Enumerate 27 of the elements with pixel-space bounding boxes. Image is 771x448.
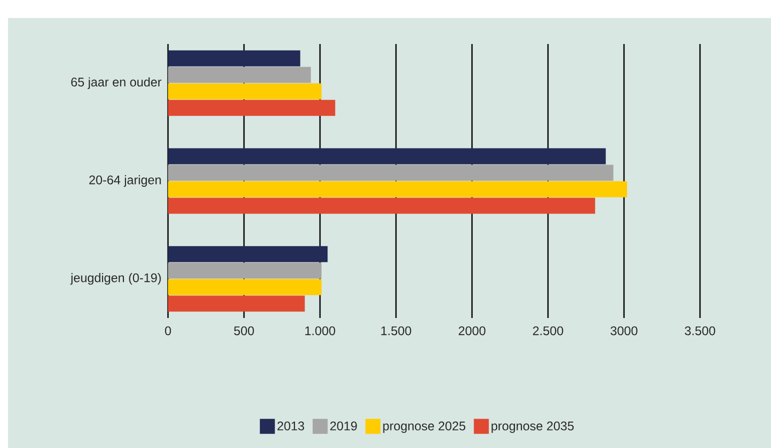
bar — [168, 279, 322, 296]
bar — [168, 164, 614, 181]
y-tick-label: 20-64 jarigen — [89, 175, 161, 187]
y-tick-label: 65 jaar en ouder — [71, 77, 162, 89]
bar — [168, 181, 628, 198]
x-tick-label: 0 — [165, 326, 171, 336]
bar — [168, 148, 606, 164]
x-tick-label: 3000 — [610, 326, 638, 336]
bar — [168, 83, 322, 100]
x-tick-label: 2000 — [458, 326, 486, 336]
bar — [168, 246, 328, 262]
x-tick-label: 500 — [234, 326, 254, 336]
bar — [168, 100, 336, 116]
x-tick-label: 3.500 — [684, 326, 716, 336]
x-tick-label: 1.000 — [305, 326, 336, 336]
legend-label: 2019 — [330, 422, 357, 430]
bar — [168, 262, 322, 279]
legend-label: prognose 2035 — [492, 422, 574, 433]
legend-label: prognose 2025 — [383, 422, 466, 433]
bar — [168, 66, 311, 83]
bar — [168, 296, 305, 312]
bar — [168, 50, 300, 66]
y-tick-label: jeugdigen (0-19) — [70, 273, 161, 285]
bar — [168, 198, 596, 214]
x-tick-label: 1.500 — [381, 326, 412, 336]
legend-label: 2013 — [277, 422, 304, 430]
x-tick-label: 2.500 — [532, 326, 564, 336]
